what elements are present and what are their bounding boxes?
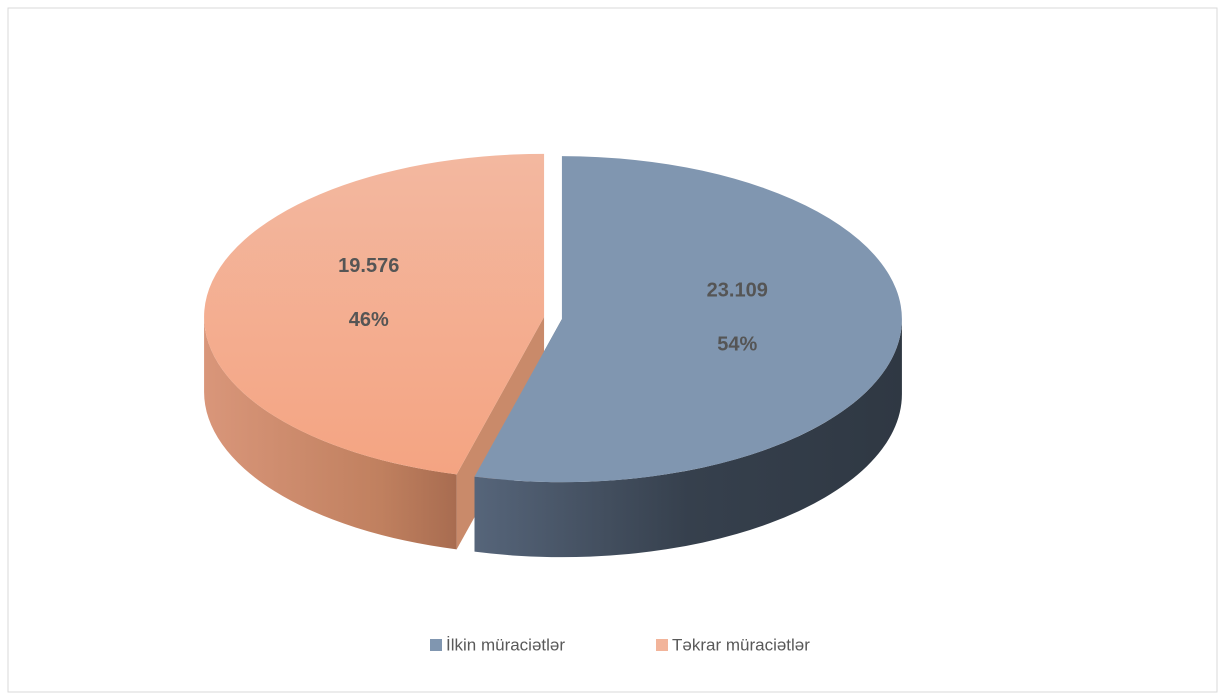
- pie: 23.109 54% 19.576 46%: [204, 153, 902, 558]
- slice: [204, 153, 545, 475]
- legend-swatch: [430, 639, 442, 651]
- legend: İlkin müraciətlər Təkrar müraciətlər: [430, 635, 810, 654]
- legend-label: İlkin müraciətlər: [446, 635, 565, 654]
- value-label: 23.109: [707, 279, 768, 301]
- percent-label: 46%: [349, 309, 389, 331]
- slice: [474, 156, 902, 483]
- legend-swatch: [656, 639, 668, 651]
- slice-wall: [204, 316, 457, 550]
- value-label: 19.576: [338, 255, 399, 277]
- percent-label: 54%: [717, 333, 757, 355]
- legend-label: Təkrar müraciətlər: [672, 635, 810, 654]
- slice-wall: [474, 319, 902, 558]
